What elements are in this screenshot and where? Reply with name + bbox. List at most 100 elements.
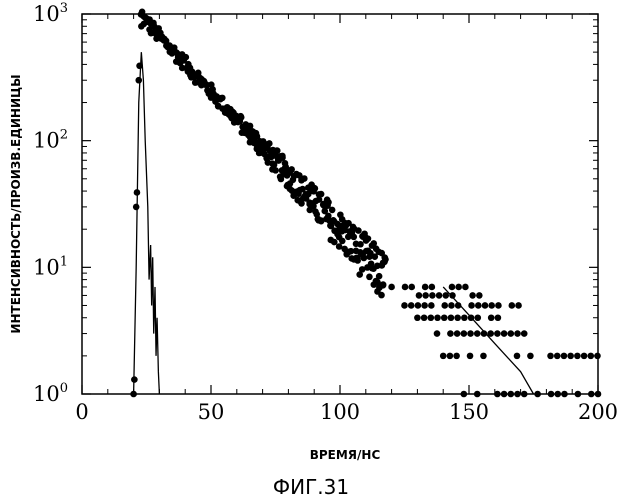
data-point (488, 314, 495, 321)
data-point (534, 391, 541, 398)
data-point (376, 273, 383, 280)
data-point (355, 227, 362, 234)
data-point (301, 175, 308, 182)
data-point (350, 234, 357, 241)
y-tick-label: 102 (33, 128, 68, 153)
data-point (416, 292, 423, 299)
data-point (467, 330, 474, 337)
data-point (462, 284, 469, 291)
data-point (554, 391, 561, 398)
data-point (133, 204, 140, 211)
data-point (547, 353, 554, 360)
data-point (422, 284, 429, 291)
x-tick-label: 150 (449, 400, 489, 424)
data-point (135, 77, 142, 84)
data-point (474, 391, 481, 398)
data-point (408, 284, 415, 291)
data-point (482, 302, 489, 309)
data-point (382, 256, 389, 263)
y-tick-label: 101 (33, 254, 68, 279)
data-point (509, 302, 516, 309)
data-point (474, 330, 481, 337)
data-point (561, 353, 568, 360)
data-point (378, 292, 385, 299)
data-point (554, 353, 561, 360)
data-point (575, 391, 582, 398)
data-point (521, 330, 528, 337)
data-point (561, 391, 568, 398)
data-point (448, 302, 455, 309)
data-point (380, 281, 387, 288)
data-point (288, 166, 295, 173)
data-point (365, 235, 372, 242)
data-point (588, 391, 595, 398)
x-tick-label: 50 (198, 400, 225, 424)
data-point (447, 353, 454, 360)
data-point (495, 302, 502, 309)
data-point (428, 314, 435, 321)
data-point (408, 302, 415, 309)
data-point (475, 302, 482, 309)
data-point (454, 330, 461, 337)
x-axis-title: ВРЕМЯ/НС (310, 448, 381, 462)
data-point (388, 284, 395, 291)
data-point (514, 353, 521, 360)
y-tick-exponent: 2 (60, 128, 68, 143)
data-point (494, 330, 501, 337)
data-point (402, 284, 409, 291)
data-point (548, 391, 555, 398)
y-tick-label: 103 (33, 1, 68, 26)
data-point (495, 314, 502, 321)
plot-frame (82, 14, 598, 394)
data-point (594, 353, 601, 360)
data-point (329, 207, 336, 214)
data-point (521, 391, 528, 398)
data-point (428, 302, 435, 309)
data-point (507, 391, 514, 398)
data-point (415, 302, 422, 309)
data-point (339, 238, 346, 245)
data-points (130, 9, 601, 398)
data-point (219, 95, 226, 102)
data-point (574, 353, 581, 360)
data-point (480, 353, 487, 360)
data-point (421, 302, 428, 309)
data-point (527, 353, 534, 360)
x-tick-label: 200 (578, 400, 618, 424)
data-point (474, 314, 481, 321)
data-point (441, 302, 448, 309)
data-point (501, 391, 508, 398)
data-point (453, 353, 460, 360)
data-point (274, 147, 281, 154)
data-point (209, 86, 216, 93)
data-point (183, 54, 190, 61)
data-point (434, 314, 441, 321)
data-point (272, 167, 279, 174)
data-point (461, 330, 468, 337)
data-point (421, 314, 428, 321)
data-point (567, 353, 574, 360)
data-point (325, 199, 332, 206)
data-point (325, 213, 332, 220)
data-point (429, 284, 436, 291)
data-point (361, 255, 368, 262)
y-tick-label: 100 (33, 381, 68, 406)
data-point (514, 391, 521, 398)
y-tick-exponent: 3 (60, 1, 68, 16)
data-point (266, 140, 273, 147)
data-point (468, 302, 475, 309)
data-point (448, 314, 455, 321)
data-point (440, 353, 447, 360)
data-point (436, 292, 443, 299)
data-point (414, 314, 421, 321)
data-point (494, 391, 501, 398)
figure-caption: ФИГ.31 (273, 475, 349, 499)
data-point (454, 314, 461, 321)
data-point (429, 292, 436, 299)
data-point (312, 185, 319, 192)
data-point (581, 353, 588, 360)
x-tick-label: 100 (320, 400, 360, 424)
data-point (366, 274, 373, 281)
data-point (238, 114, 245, 121)
